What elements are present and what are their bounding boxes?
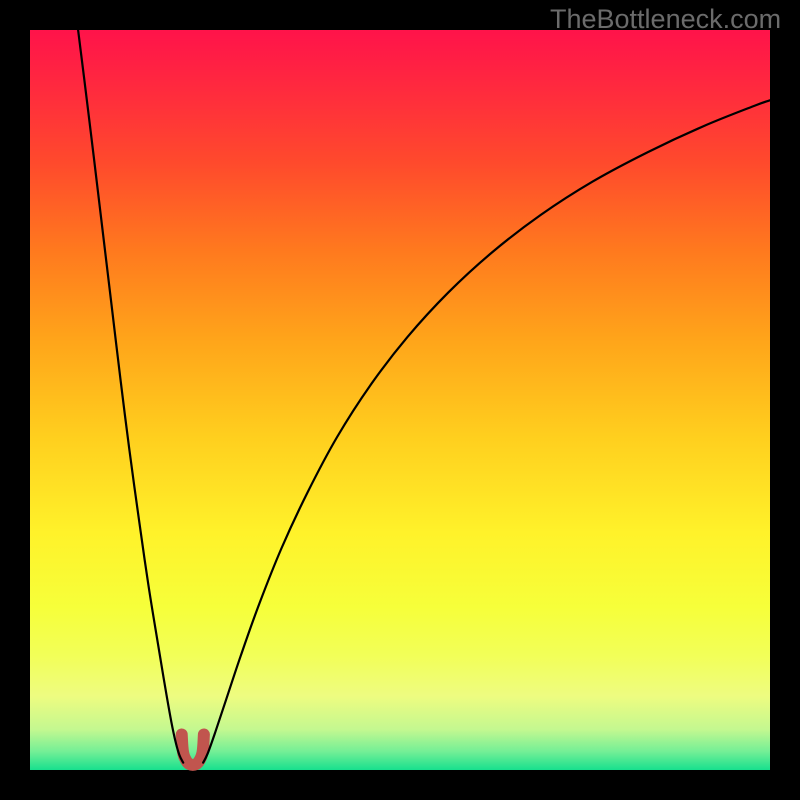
plot-frame — [30, 30, 770, 770]
stage: TheBottleneck.com — [0, 0, 800, 800]
watermark-text: TheBottleneck.com — [550, 4, 781, 35]
